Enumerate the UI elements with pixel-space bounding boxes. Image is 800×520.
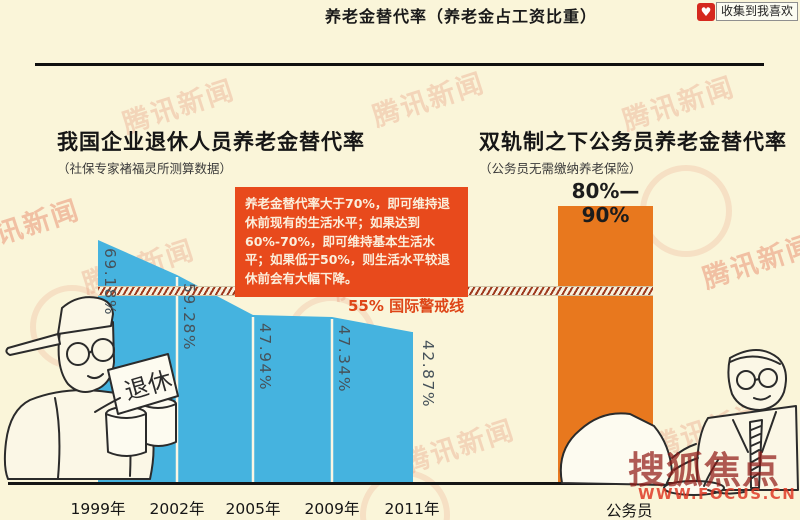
page-title: 养老金替代率（养老金占工资比重） (325, 7, 598, 26)
suit-jacket (696, 405, 799, 491)
sohu-focus-logo-watermark: 搜狐焦点 (628, 449, 780, 492)
right-chart-subtitle: （公务员无需缴纳养老保险） (479, 161, 642, 176)
area-value-label: 42.87% (419, 340, 437, 409)
x-axis-label: 2011年 (384, 500, 440, 518)
right-chart-title: 双轨制之下公务员养老金替代率 (479, 130, 787, 154)
area-value-label: 47.94% (256, 323, 274, 392)
x-axis-label: 2005年 (225, 500, 281, 518)
shoe (663, 480, 725, 496)
retirement-sign (107, 353, 179, 415)
favorite-button[interactable]: ♥ 收集到我喜欢 (696, 2, 798, 21)
warning-line-label: 55% 国际警戒线 (348, 297, 465, 315)
sohu-focus-url-watermark: WWW.FOCUS.CN (638, 485, 797, 503)
bar-range-label: 80%—90% (571, 179, 640, 227)
retiree-illustration: 退休 (3, 296, 179, 480)
retiree-cap (57, 296, 114, 335)
x-axis-label: 1999年 (70, 500, 126, 518)
annotation-text: 养老金替代率大于70%，即可维持退休前现有的生活水平；如果达到60%-70%，即… (245, 196, 450, 286)
annotation-arrow-icon (385, 281, 401, 292)
area-value-label: 69.18% (101, 248, 119, 317)
x-axis-label: 2002年 (149, 500, 205, 518)
retiree-glasses (66, 342, 90, 366)
x-axis-label: 2009年 (304, 500, 360, 518)
bar-category-label: 公务员 (606, 502, 653, 520)
left-chart-subtitle: （社保专家褚福灵所测算数据） (57, 161, 233, 176)
x-axis-baseline (8, 482, 764, 485)
left-chart-title: 我国企业退休人员养老金替代率 (57, 130, 365, 154)
x-axis-labels: 1999年 2002年 2005年 2009年 2011年 (0, 497, 800, 518)
annotation-box: 养老金替代率大于70%，即可维持退休前现有的生活水平；如果达到60%-70%，即… (235, 187, 468, 297)
area-value-label: 59.28% (180, 283, 198, 352)
heart-icon: ♥ (696, 2, 715, 21)
area-value-label: 47.34% (335, 325, 353, 394)
civil-servant-illustration (559, 349, 799, 496)
header-divider (35, 63, 764, 66)
segment-dividers (175, 277, 334, 482)
large-paper (559, 412, 673, 486)
favorite-label: 收集到我喜欢 (715, 2, 798, 21)
